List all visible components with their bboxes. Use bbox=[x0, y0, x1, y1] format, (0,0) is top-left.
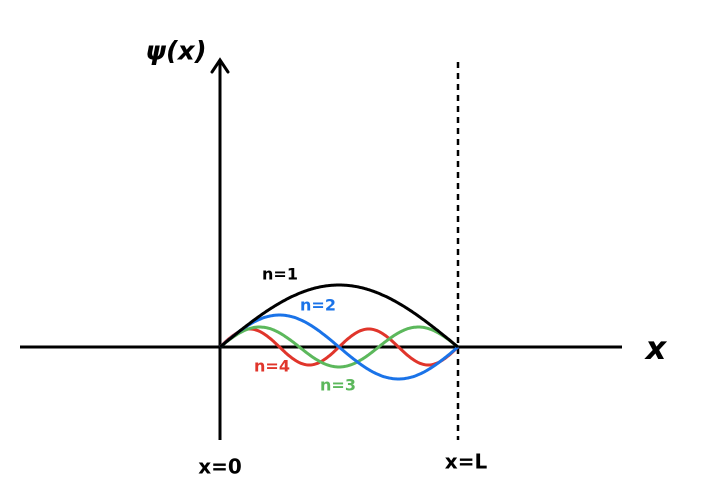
left-boundary-label: x=0 bbox=[198, 455, 242, 479]
wave-curve bbox=[219, 283, 459, 349]
curve-label: n=1 bbox=[262, 265, 298, 284]
wave-curve bbox=[219, 313, 459, 381]
wave-curve bbox=[219, 325, 459, 369]
y-axis-arrow bbox=[210, 57, 230, 74]
right-boundary-label: x=L bbox=[445, 450, 488, 474]
curves bbox=[218, 283, 460, 381]
curve-label: n=3 bbox=[320, 376, 356, 395]
y-axis-label: ψ(x) bbox=[145, 37, 206, 67]
curve-label: n=2 bbox=[300, 296, 336, 315]
curve-label: n=4 bbox=[254, 357, 290, 376]
x-axis-label: x bbox=[644, 329, 668, 367]
